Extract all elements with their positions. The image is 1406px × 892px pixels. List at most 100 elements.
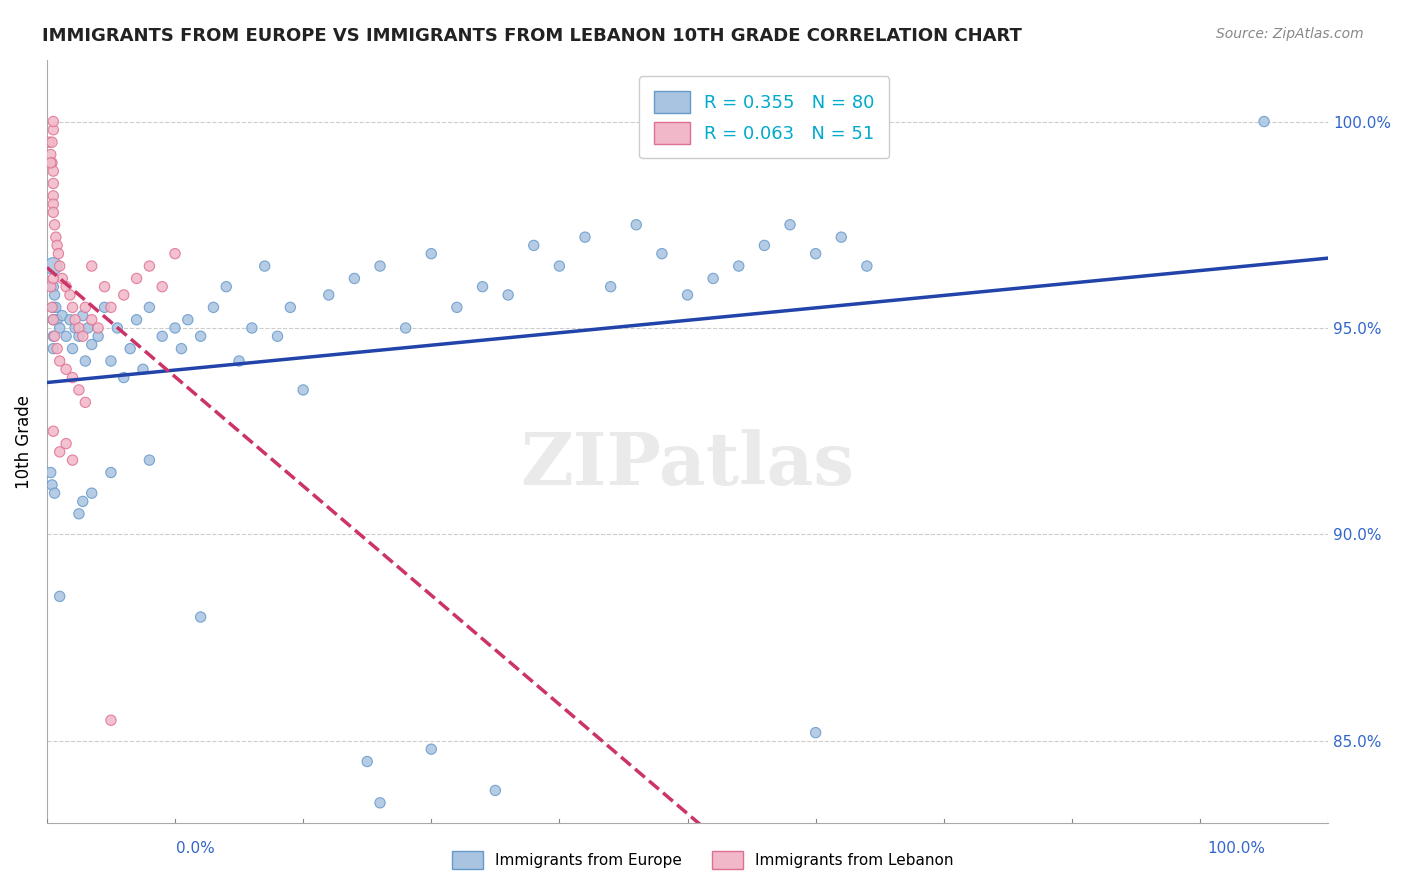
Point xyxy=(42,312,65,326)
Point xyxy=(42,114,65,128)
Legend: R = 0.355   N = 80, R = 0.063   N = 51: R = 0.355 N = 80, R = 0.063 N = 51 xyxy=(640,77,890,158)
Point xyxy=(55,436,77,450)
Point xyxy=(356,755,378,769)
Point xyxy=(48,445,70,459)
Point xyxy=(100,301,122,315)
Point xyxy=(55,279,77,293)
Point xyxy=(62,453,84,467)
Point xyxy=(55,362,77,376)
Point xyxy=(51,271,73,285)
Point xyxy=(368,259,391,273)
Point xyxy=(42,177,65,191)
Point xyxy=(75,395,97,409)
Point xyxy=(42,189,65,203)
Point xyxy=(170,342,193,356)
Point xyxy=(278,301,301,315)
Point xyxy=(59,312,82,326)
Point xyxy=(446,301,468,315)
Point xyxy=(46,342,69,356)
Point xyxy=(150,279,173,293)
Point xyxy=(105,321,128,335)
Point xyxy=(42,279,65,293)
Point xyxy=(138,259,160,273)
Point xyxy=(574,230,596,244)
Point xyxy=(48,321,70,335)
Point xyxy=(44,486,66,500)
Point xyxy=(112,370,135,384)
Point xyxy=(804,725,827,739)
Text: Source: ZipAtlas.com: Source: ZipAtlas.com xyxy=(1216,27,1364,41)
Point xyxy=(702,271,724,285)
Point xyxy=(830,230,852,244)
Point xyxy=(496,288,519,302)
Point xyxy=(67,383,90,397)
Point xyxy=(39,466,62,480)
Point xyxy=(163,321,186,335)
Point xyxy=(39,279,62,293)
Point xyxy=(44,218,66,232)
Y-axis label: 10th Grade: 10th Grade xyxy=(15,394,32,489)
Point xyxy=(39,147,62,161)
Point xyxy=(626,218,648,232)
Point xyxy=(55,329,77,343)
Point xyxy=(125,271,148,285)
Point xyxy=(177,312,200,326)
Point xyxy=(67,507,90,521)
Point xyxy=(215,279,238,293)
Point xyxy=(779,218,801,232)
Point xyxy=(51,309,73,323)
Point xyxy=(75,354,97,368)
Point xyxy=(67,321,90,335)
Point xyxy=(1253,114,1275,128)
Point xyxy=(41,156,63,170)
Point xyxy=(46,312,69,326)
Point xyxy=(651,246,673,260)
Point xyxy=(42,123,65,137)
Legend: Immigrants from Europe, Immigrants from Lebanon: Immigrants from Europe, Immigrants from … xyxy=(446,845,960,875)
Point xyxy=(125,312,148,326)
Point xyxy=(63,312,86,326)
Point xyxy=(804,246,827,260)
Point xyxy=(39,156,62,170)
Point xyxy=(202,301,225,315)
Point xyxy=(87,321,110,335)
Point xyxy=(80,337,103,351)
Point xyxy=(599,279,621,293)
Point xyxy=(343,271,366,285)
Point xyxy=(67,329,90,343)
Point xyxy=(42,197,65,211)
Point xyxy=(471,279,494,293)
Point xyxy=(727,259,749,273)
Point xyxy=(44,329,66,343)
Point xyxy=(93,279,115,293)
Point xyxy=(112,288,135,302)
Point xyxy=(190,610,212,624)
Point xyxy=(59,288,82,302)
Point xyxy=(420,742,443,756)
Point xyxy=(100,354,122,368)
Point xyxy=(45,301,67,315)
Point xyxy=(138,301,160,315)
Text: 0.0%: 0.0% xyxy=(176,841,215,856)
Point xyxy=(46,238,69,252)
Point xyxy=(318,288,340,302)
Point xyxy=(48,246,70,260)
Point xyxy=(42,424,65,438)
Point xyxy=(190,329,212,343)
Point xyxy=(100,466,122,480)
Point xyxy=(77,321,100,335)
Point xyxy=(100,713,122,727)
Point xyxy=(163,246,186,260)
Point xyxy=(38,135,60,149)
Point xyxy=(548,259,571,273)
Point xyxy=(138,453,160,467)
Point xyxy=(266,329,288,343)
Point xyxy=(41,301,63,315)
Point xyxy=(72,329,94,343)
Point xyxy=(41,135,63,149)
Point xyxy=(292,383,315,397)
Point xyxy=(228,354,250,368)
Point xyxy=(48,354,70,368)
Point xyxy=(240,321,263,335)
Point xyxy=(42,301,65,315)
